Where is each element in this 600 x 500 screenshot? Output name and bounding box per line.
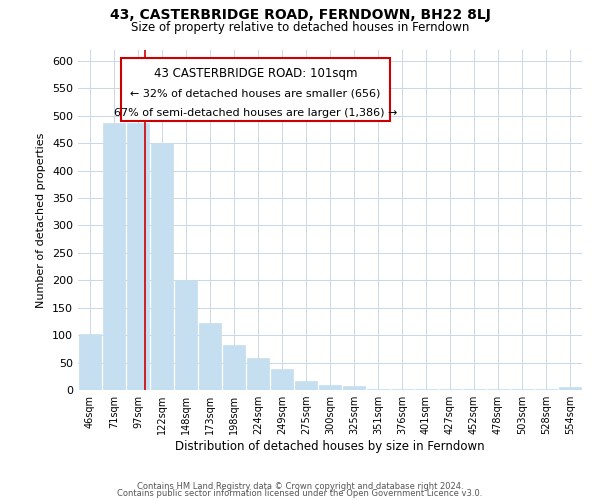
Bar [319,384,341,390]
Bar [415,389,437,390]
Bar [487,389,509,390]
Bar [463,389,485,390]
Bar [367,389,389,390]
Bar [535,389,557,390]
Bar [79,334,101,390]
Bar [271,369,293,390]
Bar [199,323,221,390]
Bar [343,386,365,390]
Bar [247,358,269,390]
Bar [439,389,461,390]
Bar [511,389,533,390]
Bar [559,388,581,390]
Bar [295,380,317,390]
Y-axis label: Number of detached properties: Number of detached properties [37,132,46,308]
Text: Contains public sector information licensed under the Open Government Licence v3: Contains public sector information licen… [118,490,482,498]
Text: Size of property relative to detached houses in Ferndown: Size of property relative to detached ho… [131,21,469,34]
Bar [391,389,413,390]
Text: 43 CASTERBRIDGE ROAD: 101sqm: 43 CASTERBRIDGE ROAD: 101sqm [154,67,358,80]
Text: 43, CASTERBRIDGE ROAD, FERNDOWN, BH22 8LJ: 43, CASTERBRIDGE ROAD, FERNDOWN, BH22 8L… [110,8,490,22]
Text: Contains HM Land Registry data © Crown copyright and database right 2024.: Contains HM Land Registry data © Crown c… [137,482,463,491]
X-axis label: Distribution of detached houses by size in Ferndown: Distribution of detached houses by size … [175,440,485,453]
FancyBboxPatch shape [121,58,391,122]
Bar [127,123,149,390]
Bar [103,123,125,390]
Bar [175,280,197,390]
Bar [223,345,245,390]
Text: 67% of semi-detached houses are larger (1,386) →: 67% of semi-detached houses are larger (… [114,108,397,118]
Bar [151,143,173,390]
Text: ← 32% of detached houses are smaller (656): ← 32% of detached houses are smaller (65… [130,88,381,99]
